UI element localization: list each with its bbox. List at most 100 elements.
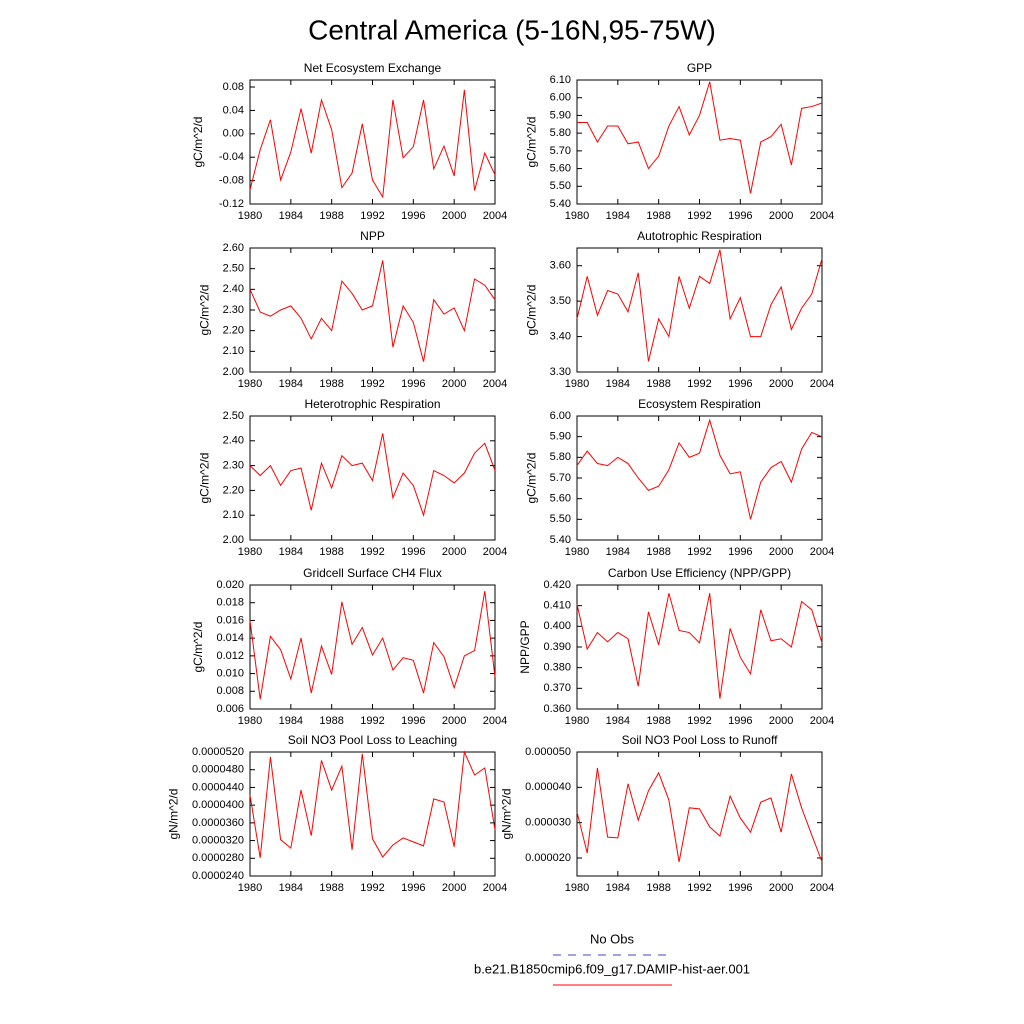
- panel-title: Soil NO3 Pool Loss to Runoff: [622, 733, 779, 747]
- plot-frame: [249, 415, 496, 541]
- x-tick-label: 1988: [319, 715, 343, 727]
- y-tick-label: 0.00: [223, 128, 244, 140]
- plot-frame: [576, 751, 823, 877]
- x-tick-label: 1984: [606, 715, 630, 727]
- x-tick-label: 1984: [279, 378, 303, 390]
- x-tick-label: 1984: [606, 882, 630, 894]
- data-line: [576, 767, 823, 863]
- y-tick-label: 6.00: [550, 92, 571, 104]
- x-tick-label: 2004: [810, 546, 834, 558]
- x-tick-label: 1988: [646, 546, 670, 558]
- x-tick-label: 1980: [565, 210, 589, 222]
- y-tick-label: 2.30: [223, 304, 244, 316]
- x-tick-label: 1988: [319, 378, 343, 390]
- x-tick-label: 2004: [810, 882, 834, 894]
- y-tick-label: 0.04: [223, 104, 244, 116]
- x-tick-label: 1988: [646, 378, 670, 390]
- x-tick-label: 1988: [319, 882, 343, 894]
- x-tick-label: 2000: [769, 378, 793, 390]
- legend-label: b.e21.B1850cmip6.f09_g17.DAMIP-hist-aer.…: [474, 961, 750, 976]
- panel-title: NPP: [360, 229, 385, 243]
- y-tick-label: 5.40: [550, 198, 571, 210]
- y-tick-label: 0.390: [543, 641, 571, 653]
- y-axis-label: gN/m^2/d: [166, 789, 180, 840]
- x-tick-label: 2000: [442, 210, 466, 222]
- x-tick-label: 1996: [401, 546, 425, 558]
- x-tick-label: 2000: [769, 882, 793, 894]
- x-tick-label: 1980: [565, 378, 589, 390]
- x-tick-label: 1984: [606, 210, 630, 222]
- y-tick-label: 2.20: [223, 484, 244, 496]
- x-tick-label: 1984: [606, 546, 630, 558]
- x-tick-label: 2000: [442, 546, 466, 558]
- y-tick-label: 3.50: [550, 295, 571, 307]
- x-tick-label: 1984: [279, 210, 303, 222]
- x-tick-label: 1992: [687, 715, 711, 727]
- y-axis-label: gC/m^2/d: [197, 285, 211, 336]
- y-axis-label: gC/m^2/d: [524, 453, 538, 504]
- x-tick-label: 1980: [238, 715, 262, 727]
- x-tick-label: 1992: [687, 378, 711, 390]
- y-tick-label: 0.420: [543, 579, 571, 591]
- panel-title: Autotrophic Respiration: [637, 229, 762, 243]
- y-tick-label: 5.70: [550, 145, 571, 157]
- panel-title: GPP: [687, 61, 712, 75]
- y-tick-label: 0.014: [216, 632, 244, 644]
- data-line: [249, 89, 496, 199]
- x-tick-label: 1992: [360, 546, 384, 558]
- y-tick-label: 5.80: [550, 451, 571, 463]
- y-tick-label: 5.90: [550, 109, 571, 121]
- x-tick-label: 1996: [728, 210, 752, 222]
- y-tick-label: 5.70: [550, 472, 571, 484]
- y-tick-label: 0.016: [216, 614, 244, 626]
- y-tick-label: 0.020: [216, 579, 244, 591]
- x-tick-label: 1988: [646, 882, 670, 894]
- y-tick-label: 2.60: [223, 242, 244, 254]
- x-tick-label: 2004: [483, 715, 507, 727]
- plot-frame: [576, 247, 823, 373]
- y-tick-label: 0.370: [543, 682, 571, 694]
- x-tick-label: 1992: [360, 882, 384, 894]
- x-tick-label: 1992: [687, 546, 711, 558]
- x-tick-label: 2004: [810, 378, 834, 390]
- y-tick-label: 0.0000400: [192, 799, 244, 811]
- y-tick-label: 0.0000360: [192, 817, 244, 829]
- x-tick-label: 2004: [483, 546, 507, 558]
- plot-frame: [576, 584, 823, 710]
- y-tick-label: 6.10: [550, 74, 571, 86]
- y-tick-label: 2.00: [223, 366, 244, 378]
- y-axis-label: gC/m^2/d: [191, 117, 205, 168]
- y-tick-label: 2.10: [223, 509, 244, 521]
- x-tick-label: 1996: [401, 378, 425, 390]
- x-tick-label: 1980: [238, 546, 262, 558]
- plot-frame: [249, 247, 496, 373]
- y-tick-label: -0.04: [219, 151, 244, 163]
- data-line: [577, 81, 823, 194]
- y-tick-label: 5.50: [550, 180, 571, 192]
- plot-frame: [249, 584, 496, 710]
- y-tick-label: -0.12: [219, 198, 244, 210]
- y-tick-label: 0.000050: [525, 746, 571, 758]
- panel-title: Soil NO3 Pool Loss to Leaching: [288, 733, 457, 747]
- data-line: [576, 593, 823, 699]
- y-tick-label: 3.60: [550, 260, 571, 272]
- y-tick-label: 0.000030: [525, 817, 571, 829]
- y-tick-label: 0.08: [223, 81, 244, 93]
- y-tick-label: 0.0000280: [192, 852, 244, 864]
- x-tick-label: 1988: [319, 546, 343, 558]
- y-axis-label: gN/m^2/d: [500, 789, 514, 840]
- data-line: [249, 433, 496, 518]
- y-tick-label: 2.00: [223, 534, 244, 546]
- plot-frame: [249, 751, 496, 877]
- x-tick-label: 1996: [401, 210, 425, 222]
- x-tick-label: 1996: [728, 546, 752, 558]
- y-tick-label: 0.010: [216, 667, 244, 679]
- x-tick-label: 1992: [360, 210, 384, 222]
- x-tick-label: 2000: [769, 715, 793, 727]
- panel-title: Carbon Use Efficiency (NPP/GPP): [608, 566, 791, 580]
- y-tick-label: 0.000020: [525, 852, 571, 864]
- y-tick-label: 2.30: [223, 460, 244, 472]
- panel-title: Ecosystem Respiration: [638, 397, 761, 411]
